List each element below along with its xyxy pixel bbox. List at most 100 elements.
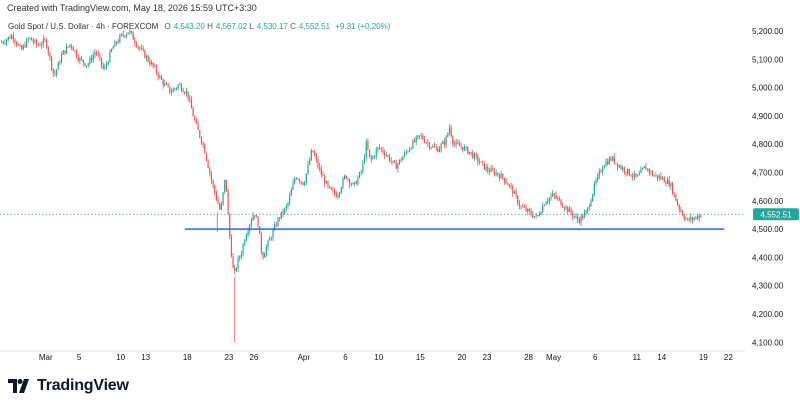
candle-body [52, 68, 54, 74]
candle-body [450, 127, 452, 137]
candle-body [680, 209, 682, 212]
candle-body [17, 44, 19, 46]
candle-body [270, 237, 272, 239]
candle-body [92, 55, 94, 61]
candle-body [180, 84, 183, 91]
close-value: 4,552.51 [298, 22, 331, 31]
candle-body [578, 219, 580, 223]
open-value: 4,543.20 [173, 22, 205, 31]
candle-body [342, 178, 344, 188]
candle-body [22, 45, 24, 50]
candle-body [74, 50, 76, 52]
candle-body [445, 136, 447, 145]
candle-body [327, 181, 329, 187]
candle-body [613, 156, 615, 164]
candle-body [525, 207, 527, 212]
candle-body [244, 240, 246, 245]
candle-body [155, 66, 158, 74]
candle-body [229, 214, 231, 238]
candle-body [262, 252, 264, 258]
candle-body [455, 142, 457, 145]
candle-body [468, 152, 471, 154]
candle-body [642, 168, 644, 170]
candle-body [6, 39, 8, 43]
candle-body [335, 193, 337, 198]
candle-body [661, 177, 664, 179]
price-tick-label: 4,500.00 [752, 225, 784, 234]
candle-body [104, 66, 106, 69]
candle-body [498, 175, 501, 179]
candle-body [115, 41, 118, 43]
candle-body [352, 183, 354, 185]
change-value: +9.31 (+0.20%) [335, 22, 391, 31]
candle-body [588, 206, 590, 208]
candle-body [418, 135, 421, 137]
candle-body [325, 181, 327, 184]
candle-body [412, 140, 414, 149]
high-label: H [207, 22, 213, 31]
candle-body [215, 192, 218, 200]
candle-body [110, 49, 113, 52]
candle-body [608, 158, 610, 165]
candle-body [150, 62, 153, 65]
candle-body [109, 51, 111, 63]
candle-body [212, 180, 214, 186]
candle-body [583, 212, 585, 218]
candle-body [388, 155, 391, 161]
candle-body [523, 207, 526, 208]
candle-body [79, 58, 81, 61]
candle-body [487, 167, 489, 171]
candle-body [99, 54, 101, 58]
candle-body [185, 91, 188, 94]
candle-body [440, 144, 442, 149]
candle-body [552, 193, 554, 197]
candle-body [433, 146, 436, 148]
candle-body [417, 135, 419, 137]
candle-body [443, 141, 446, 145]
candle-body [322, 174, 324, 177]
close-label: C [290, 22, 296, 31]
candle-body [448, 127, 451, 134]
candle-body [169, 86, 171, 93]
candle-body [309, 160, 311, 165]
time-axis[interactable]: Mar 5 10 13 18 23 26 Apr 6 10 15 20 23 28 May 6 11 14 19 22 [0, 350, 745, 362]
candle-body [420, 135, 422, 137]
candle-body [337, 195, 339, 198]
candle-body [693, 218, 695, 220]
candle-body [80, 58, 83, 60]
candle-body [660, 176, 662, 179]
candle-body [633, 173, 635, 177]
price-axis[interactable]: 4,100.00 4,200.00 4,300.00 4,400.00 4,500.00… [745, 0, 800, 370]
candle-body [663, 177, 665, 183]
candle-body [475, 153, 477, 157]
candle-body [295, 178, 297, 180]
candle-body [515, 191, 517, 196]
current-price-tag: 4,552.51 [753, 208, 799, 221]
candle-body [538, 214, 540, 216]
candle-body [120, 34, 123, 36]
candle-body [204, 144, 206, 154]
candle-body [317, 159, 319, 167]
candle-body [314, 152, 316, 156]
candle-body [472, 152, 474, 159]
price-tick-label: 5,200.00 [752, 27, 784, 36]
candle-body [75, 50, 78, 58]
candle-body [673, 193, 675, 195]
candle-body [135, 43, 138, 47]
candle-body [442, 141, 444, 145]
candle-body [690, 217, 692, 221]
candle-body [24, 45, 26, 48]
candle-body [612, 156, 614, 161]
candle-body [453, 143, 456, 145]
candle-body [550, 196, 552, 198]
price-tick-label: 4,400.00 [752, 253, 784, 262]
tradingview-logo-icon [8, 379, 29, 393]
candle-body [340, 187, 342, 193]
candle-body [365, 141, 367, 157]
price-tick-label: 4,200.00 [752, 310, 784, 319]
candle-body [56, 69, 58, 75]
candle-body [297, 178, 299, 180]
candle-body [691, 217, 694, 220]
candle-body [350, 184, 352, 185]
